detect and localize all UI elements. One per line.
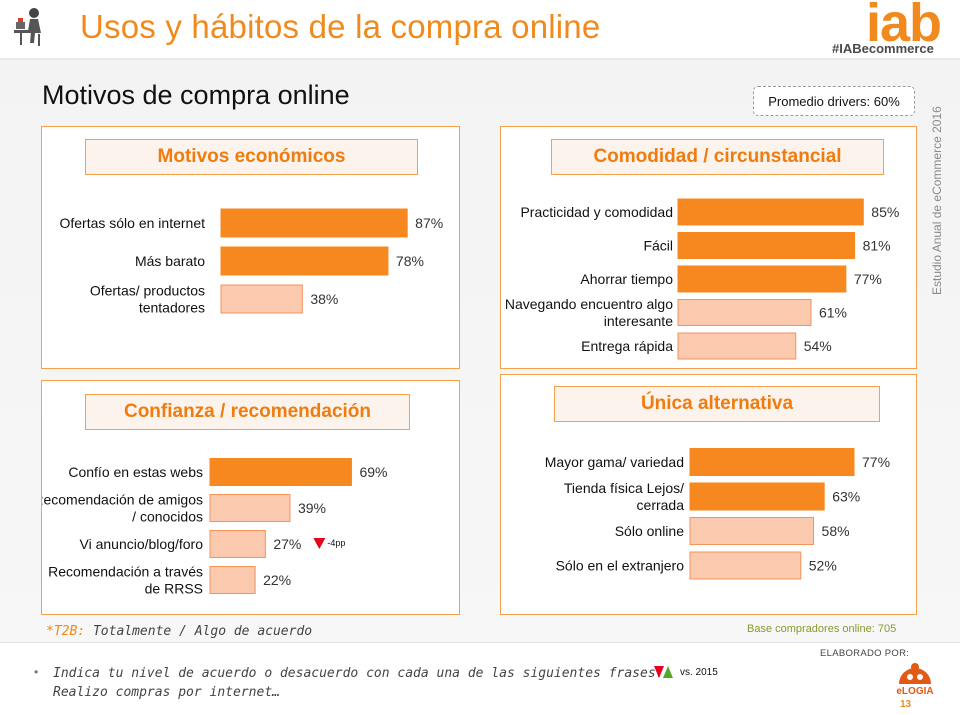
bar bbox=[209, 530, 266, 558]
survey-question: Indica tu nivel de acuerdo o desacuerdo … bbox=[53, 664, 663, 702]
person-at-desk-icon bbox=[14, 8, 41, 46]
footer-divider bbox=[0, 642, 960, 643]
category-label: Tienda física Lejos/cerrada bbox=[564, 480, 684, 513]
iab-logo: iab bbox=[866, 0, 942, 53]
section-title: Motivos de compra online bbox=[42, 80, 350, 110]
panel-only-alternative: Única alternativa Mayor gama/ variedad 77… bbox=[500, 374, 917, 615]
category-label: Ofertas sólo en internet bbox=[59, 215, 205, 231]
value-label: 85% bbox=[871, 204, 899, 220]
category-label: Vi anuncio/blog/foro bbox=[80, 536, 204, 552]
t2b-footnote: *T2B: Totalmente / Algo de acuerdo bbox=[46, 624, 312, 639]
page-title: Usos y hábitos de la compra online bbox=[80, 8, 601, 45]
bar bbox=[677, 332, 797, 360]
category-label: Entrega rápida bbox=[581, 338, 673, 354]
bar-chart-economic: Ofertas sólo en internet 87% Más barato 78%… bbox=[59, 208, 443, 316]
header-divider bbox=[0, 58, 960, 60]
category-label: Ahorrar tiempo bbox=[580, 271, 673, 287]
value-label: 77% bbox=[862, 454, 890, 470]
value-label: 22% bbox=[263, 572, 291, 588]
value-label: 81% bbox=[863, 238, 891, 254]
value-label: 87% bbox=[415, 215, 443, 231]
change-legend: vs. 2015 bbox=[654, 664, 718, 680]
survey-question-line: Indica tu nivel de acuerdo o desacuerdo … bbox=[53, 666, 664, 681]
category-label: Confío en estas webs bbox=[68, 464, 203, 480]
bar bbox=[220, 246, 389, 276]
value-label: 63% bbox=[832, 489, 860, 505]
elaborated-by-label: ELABORADO POR: bbox=[820, 648, 910, 659]
elogia-logo: eLOGIA bbox=[896, 663, 934, 697]
panel-economic: Motivos económicos Ofertas sólo en inter… bbox=[41, 126, 460, 369]
bar bbox=[209, 458, 352, 486]
bar bbox=[677, 198, 864, 226]
survey-question-line: Realizo compras por internet… bbox=[53, 685, 280, 700]
category-label: Mayor gama/ variedad bbox=[545, 454, 684, 470]
category-label: Ofertas/ productos tentadores bbox=[90, 283, 205, 316]
t2b-text: Totalmente / Algo de acuerdo bbox=[85, 624, 313, 639]
category-label: Sólo online bbox=[615, 523, 684, 539]
change-annotation: -4pp bbox=[327, 538, 345, 548]
bar bbox=[220, 284, 303, 314]
bar bbox=[677, 299, 812, 326]
bar bbox=[689, 517, 815, 545]
value-label: 27% bbox=[273, 536, 301, 552]
header-band bbox=[0, 0, 960, 58]
panel-convenience: Comodidad / circunstancial Practicidad y… bbox=[500, 126, 917, 369]
category-label: Sólo en el extranjero bbox=[556, 558, 685, 574]
elogia-logo-text: eLOGIA bbox=[896, 686, 933, 697]
bar-chart-convenience: Practicidad y comodidad 85% Fácil 81% Ahorra… bbox=[505, 198, 899, 360]
triangle-change-icon bbox=[654, 666, 673, 678]
study-side-note: Estudio Anual de eCommerce 2016 bbox=[930, 106, 944, 296]
value-label: 52% bbox=[809, 558, 837, 574]
bar bbox=[209, 494, 291, 522]
panel-trust: Confianza / recomendación Confío en esta… bbox=[41, 380, 460, 615]
category-label: Navegando encuentro algo interesante bbox=[505, 296, 673, 329]
bar bbox=[677, 232, 856, 259]
category-label: Recomendación a través de RRSS bbox=[48, 564, 203, 597]
bar bbox=[220, 208, 408, 238]
panel-title: Motivos económicos bbox=[85, 139, 418, 175]
t2b-key: *T2B: bbox=[46, 624, 86, 639]
value-label: 58% bbox=[822, 523, 850, 539]
panel-title: Confianza / recomendación bbox=[85, 394, 410, 430]
change-legend-label: vs. 2015 bbox=[680, 666, 718, 678]
value-label: 39% bbox=[298, 500, 326, 516]
bar bbox=[689, 482, 825, 511]
question-bullet: • bbox=[34, 665, 39, 679]
bar bbox=[209, 566, 256, 594]
value-label: 78% bbox=[396, 253, 424, 269]
value-label: 69% bbox=[359, 464, 387, 480]
brand-hashtag: #IABecommerce bbox=[832, 41, 934, 56]
bar-chart-only-alternative: Mayor gama/ variedad 77% Tienda física Lej… bbox=[545, 448, 890, 580]
bar bbox=[689, 448, 855, 476]
category-label: Practicidad y comodidad bbox=[520, 204, 673, 220]
decline-triangle-icon bbox=[313, 538, 326, 549]
value-label: 61% bbox=[819, 305, 847, 321]
category-label: Fácil bbox=[643, 238, 673, 254]
value-label: 54% bbox=[804, 338, 832, 354]
value-label: 77% bbox=[854, 271, 882, 287]
page-number: 13 bbox=[900, 699, 912, 710]
category-label: Recomendación de amigos / conocidos bbox=[42, 492, 203, 525]
average-drivers-badge: Promedio drivers: 60% bbox=[753, 86, 915, 116]
category-label: Más barato bbox=[135, 253, 205, 269]
bar bbox=[689, 551, 802, 580]
value-label: 38% bbox=[310, 291, 338, 307]
panel-title: Comodidad / circunstancial bbox=[551, 139, 884, 175]
bar-chart-trust: Confío en estas webs 69% Recomendación de … bbox=[42, 458, 387, 597]
bar bbox=[677, 265, 847, 293]
panel-title: Única alternativa bbox=[554, 386, 880, 422]
base-footnote: Base compradores online: 705 bbox=[747, 623, 897, 635]
